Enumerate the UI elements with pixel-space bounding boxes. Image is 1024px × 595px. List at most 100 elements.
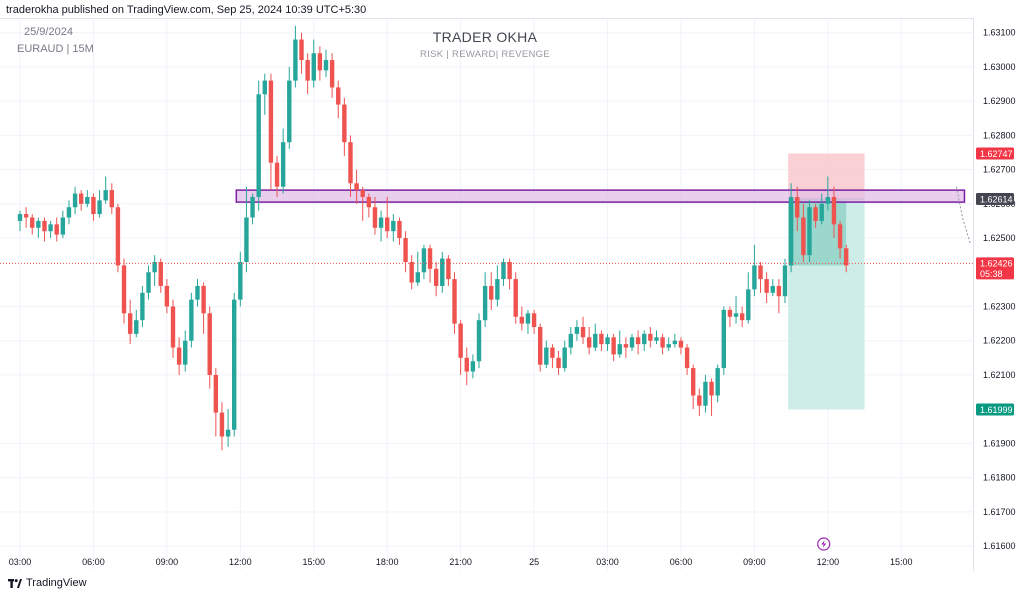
candle-body [176, 347, 182, 365]
price-badge-box [976, 147, 1014, 160]
candle [225, 409, 231, 447]
price-badge-box [976, 257, 1014, 280]
lightning-icon [817, 537, 831, 551]
candle-body [97, 200, 102, 215]
candle-body [397, 220, 402, 239]
symbol-timeframe[interactable]: EURAUD | 15M [17, 43, 94, 55]
candle [452, 272, 457, 334]
candle-body [819, 203, 824, 221]
candle [427, 244, 433, 283]
candle [79, 190, 84, 211]
candle-body [232, 299, 237, 430]
candle [599, 330, 604, 351]
candle-body [268, 80, 274, 163]
price-badge-value: 1.61999 [980, 405, 1013, 415]
footer-brand[interactable]: TradingView [8, 577, 87, 589]
candle-body [739, 313, 745, 321]
candle [348, 135, 353, 197]
y-tick-label: 1.63000 [983, 62, 1016, 72]
candle [568, 327, 573, 355]
candle [250, 193, 255, 225]
chart-pane[interactable] [0, 18, 974, 571]
candle-body [336, 87, 341, 105]
candle [372, 196, 378, 235]
candle-body [299, 39, 304, 61]
y-tick-label: 1.62900 [983, 96, 1016, 106]
candle-body [635, 337, 641, 345]
candle-body [452, 279, 457, 324]
candle-body [801, 217, 806, 256]
candle [409, 255, 414, 290]
candle [819, 193, 824, 225]
candle [311, 39, 316, 88]
candle-body [256, 94, 261, 197]
candle [727, 306, 733, 328]
candle-body [30, 217, 35, 228]
candle [91, 193, 96, 221]
candle [30, 214, 35, 235]
candle-body [127, 313, 133, 334]
candle [746, 272, 751, 324]
candle [323, 49, 329, 78]
candle [66, 200, 72, 225]
candle [299, 32, 304, 74]
candle [385, 196, 390, 239]
candle-body [348, 142, 353, 184]
candle-body [433, 268, 439, 286]
candle-body [782, 265, 788, 297]
candle [672, 333, 678, 348]
y-tick-label: 1.62300 [983, 301, 1016, 311]
candle-body [562, 347, 567, 369]
candle-body [538, 327, 543, 365]
candle [54, 217, 59, 242]
candle [611, 333, 616, 362]
candle-body [617, 344, 622, 355]
candle-body [642, 333, 647, 345]
candle [280, 128, 286, 194]
candle [507, 258, 512, 290]
candle [709, 378, 714, 416]
y-tick-label: 1.61700 [983, 507, 1016, 517]
x-tick-label: 18:00 [376, 557, 399, 567]
y-tick-label: 1.61800 [983, 473, 1016, 483]
candle-body [556, 357, 561, 369]
candle-body [519, 316, 525, 324]
candle-body [48, 224, 53, 232]
candle [42, 217, 47, 242]
candle-body [262, 80, 267, 95]
candle-body [244, 217, 249, 262]
candle-body [574, 327, 580, 334]
candle [593, 323, 598, 351]
candle [403, 231, 408, 273]
candle [476, 313, 482, 369]
candle [274, 155, 280, 197]
candle [562, 340, 567, 372]
candle [134, 309, 139, 338]
price-badge-box [976, 403, 1014, 416]
candle-body [274, 162, 280, 187]
candle-body [54, 224, 59, 235]
publisher-credit: traderokha published on TradingView.com,… [6, 4, 367, 16]
candle-body [342, 104, 347, 143]
y-tick-label: 1.62200 [983, 336, 1016, 346]
candle [464, 347, 469, 386]
price-badge-value: 1.62426 [980, 259, 1013, 269]
candle-body [305, 60, 310, 81]
candle [519, 306, 525, 331]
candle [550, 344, 555, 369]
candle [342, 97, 347, 156]
candle-body [568, 333, 573, 348]
y-tick-label: 1.63100 [983, 28, 1016, 38]
candle [158, 258, 163, 293]
candle-body [213, 374, 219, 413]
candle-body [709, 381, 714, 396]
price-badge-countdown: 05:38 [980, 269, 1003, 279]
candle [666, 337, 671, 351]
candle-body [23, 214, 29, 218]
candle [17, 210, 23, 232]
candle [146, 265, 151, 300]
candle-body [317, 53, 323, 71]
x-tick-label: 15:00 [302, 557, 325, 567]
candle [684, 344, 690, 375]
